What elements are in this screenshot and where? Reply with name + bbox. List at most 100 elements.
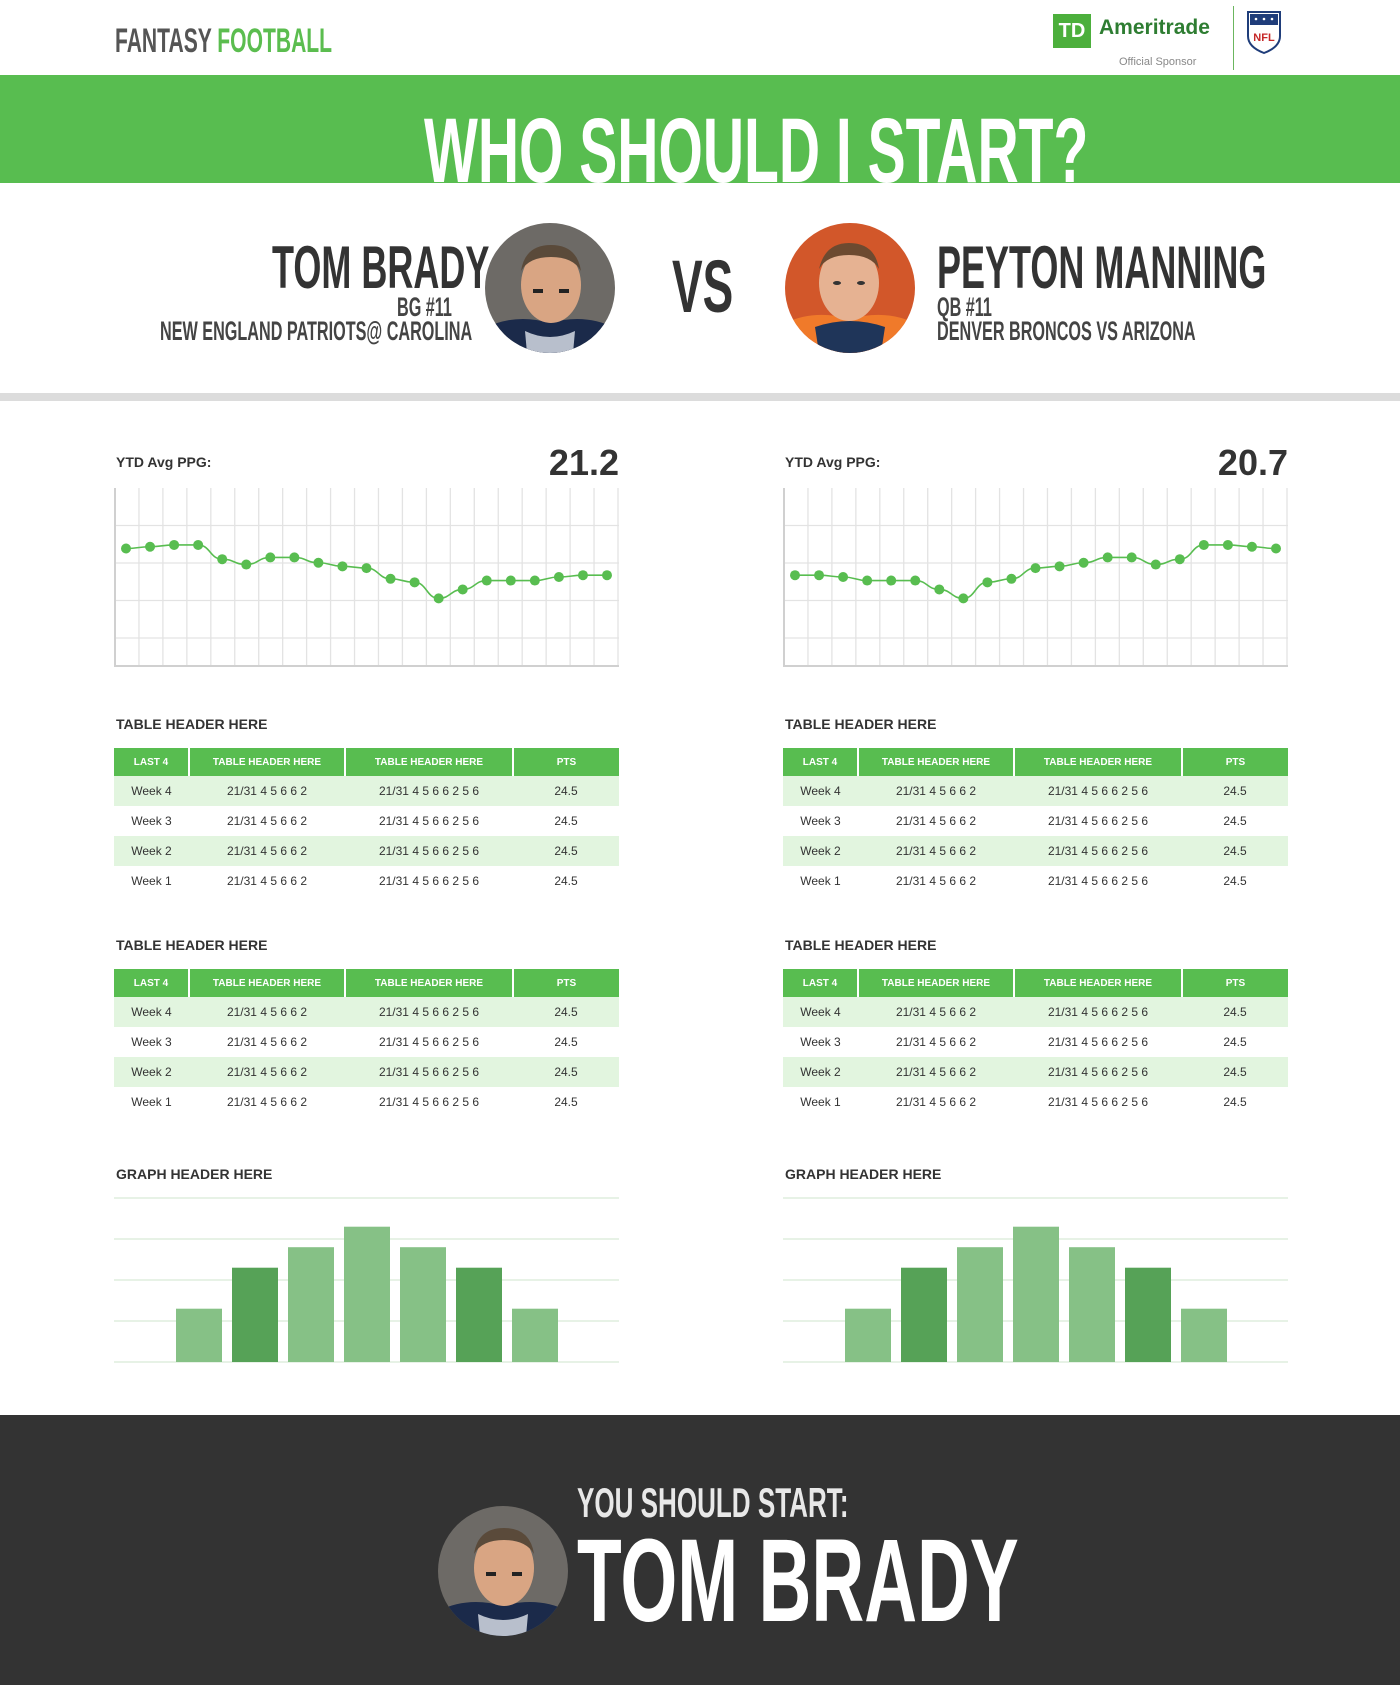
table-cell: Week 1 xyxy=(800,874,841,888)
data-point xyxy=(1174,554,1185,565)
table-row: Week 3 21/31 4 5 6 6 2 21/31 4 5 6 6 2 5 6… xyxy=(783,1027,1288,1057)
player1-bar-chart xyxy=(114,1197,619,1363)
column-header: PTS xyxy=(513,969,619,997)
table-cell: 24.5 xyxy=(513,1057,619,1087)
table-cell: 21/31 4 5 6 6 2 5 6 xyxy=(345,776,513,806)
table-cell: 21/31 4 5 6 6 2 xyxy=(189,776,345,806)
table-cell: 24.5 xyxy=(1182,997,1288,1027)
section-divider xyxy=(0,393,1400,401)
table-cell: 21/31 4 5 6 6 2 5 6 xyxy=(1014,997,1182,1027)
table-cell: Week 4 xyxy=(783,776,858,806)
data-point xyxy=(121,543,131,554)
fantasy-football-logo[interactable]: FANTASY FOOTBALL xyxy=(115,22,332,61)
ytd-label: YTD Avg PPG: xyxy=(116,454,212,470)
data-point xyxy=(886,575,897,586)
data-point xyxy=(838,572,849,582)
data-point xyxy=(862,575,873,586)
player1-avatar[interactable] xyxy=(485,223,615,353)
table-cell: 24.5 xyxy=(554,814,578,828)
data-point xyxy=(457,584,468,595)
column-header: PTS xyxy=(1182,748,1288,776)
recommendation-label: YOU SHOULD START: xyxy=(577,1479,849,1526)
table-cell: 21/31 4 5 6 6 2 5 6 xyxy=(1014,1057,1182,1087)
data-point xyxy=(145,541,156,552)
table-cell: Week 4 xyxy=(114,776,189,806)
graph-title: GRAPH HEADER HERE xyxy=(116,1166,273,1182)
table-row: Week 1 21/31 4 5 6 6 2 21/31 4 5 6 6 2 5 6… xyxy=(114,1087,619,1117)
table2-title: TABLE HEADER HERE xyxy=(116,937,268,953)
table-cell: 21/31 4 5 6 6 2 xyxy=(189,836,345,866)
table-cell: 21/31 4 5 6 6 2 xyxy=(189,1057,345,1087)
table-cell: 21/31 4 5 6 6 2 xyxy=(858,997,1014,1027)
table-cell: 24.5 xyxy=(513,836,619,866)
data-point xyxy=(577,570,588,581)
data-point xyxy=(481,575,492,586)
table-cell: 24.5 xyxy=(554,874,578,888)
data-point xyxy=(910,575,921,586)
recommended-player-avatar[interactable] xyxy=(438,1506,568,1636)
recommended-player-name: TOM BRADY xyxy=(577,1515,1019,1647)
column-header: TABLE HEADER HERE xyxy=(858,969,1015,997)
data-point xyxy=(337,561,348,572)
table-row: Week 2 21/31 4 5 6 6 2 21/31 4 5 6 6 2 5 6… xyxy=(783,836,1288,866)
data-point xyxy=(313,557,324,568)
player2-avatar[interactable] xyxy=(785,223,915,353)
table-cell: 21/31 4 5 6 6 2 xyxy=(858,776,1014,806)
player2-table2: LAST 4 TABLE HEADER HERE TABLE HEADER HE… xyxy=(783,969,1288,1117)
column-header: PTS xyxy=(1182,969,1288,997)
player1-game: NEW ENGLAND PATRIOTS@ CAROLINA xyxy=(160,316,473,346)
ytd-value: 21.2 xyxy=(548,442,619,483)
player1-name: TOM BRADY xyxy=(272,234,490,301)
table-cell: 21/31 4 5 6 6 2 xyxy=(226,874,308,888)
table-row: Week 4 21/31 4 5 6 6 2 21/31 4 5 6 6 2 5 6… xyxy=(114,997,619,1027)
title-banner: WHO SHOULD I START? xyxy=(0,75,1400,183)
column-header: TABLE HEADER HERE xyxy=(189,969,346,997)
data-point xyxy=(217,554,228,565)
table-cell: Week 2 xyxy=(114,836,189,866)
data-point xyxy=(1102,552,1113,563)
bar xyxy=(1013,1226,1059,1362)
table-cell: 24.5 xyxy=(1182,1057,1288,1087)
table-cell: 24.5 xyxy=(554,1035,578,1049)
table-row: Week 3 21/31 4 5 6 6 2 21/31 4 5 6 6 2 5 6… xyxy=(114,1027,619,1057)
data-point xyxy=(1126,552,1137,563)
bar xyxy=(901,1267,947,1362)
table-row: Week 3 21/31 4 5 6 6 2 21/31 4 5 6 6 2 5 6… xyxy=(783,806,1288,836)
data-point xyxy=(1150,559,1161,570)
column-header: LAST 4 xyxy=(783,748,859,776)
player2-photo-icon xyxy=(785,223,915,353)
column-header: TABLE HEADER HERE xyxy=(345,969,514,997)
table-cell: 24.5 xyxy=(1223,814,1247,828)
data-point xyxy=(790,570,800,581)
data-point xyxy=(529,575,540,586)
column-header: TABLE HEADER HERE xyxy=(858,748,1015,776)
table-row: Week 2 21/31 4 5 6 6 2 21/31 4 5 6 6 2 5 6… xyxy=(114,1057,619,1087)
table-cell: 21/31 4 5 6 6 2 5 6 xyxy=(378,1035,480,1049)
table-cell: 21/31 4 5 6 6 2 xyxy=(895,1035,977,1049)
player1-table1: LAST 4 TABLE HEADER HERE TABLE HEADER HE… xyxy=(114,748,619,896)
table-cell: Week 3 xyxy=(131,1035,172,1049)
sponsor-divider xyxy=(1233,6,1234,70)
bar xyxy=(176,1308,222,1362)
data-point xyxy=(1222,539,1233,550)
table-cell: 21/31 4 5 6 6 2 xyxy=(895,1095,977,1109)
data-point xyxy=(1198,539,1209,550)
data-point xyxy=(505,575,516,586)
player1-photo-icon xyxy=(485,223,615,353)
table-row: Week 2 21/31 4 5 6 6 2 21/31 4 5 6 6 2 5 6… xyxy=(783,1057,1288,1087)
table-cell: Week 3 xyxy=(800,814,841,828)
table-cell: Week 2 xyxy=(114,1057,189,1087)
bar xyxy=(845,1308,891,1362)
logo-word-fantasy: FANTASY xyxy=(115,22,212,60)
top-bar: FANTASY FOOTBALL TD Ameritrade Official … xyxy=(0,0,1400,75)
table-cell: 21/31 4 5 6 6 2 5 6 xyxy=(378,874,480,888)
page-title: WHO SHOULD I START? xyxy=(424,100,1089,183)
table-row: Week 3 21/31 4 5 6 6 2 21/31 4 5 6 6 2 5 6… xyxy=(114,806,619,836)
table-cell: 24.5 xyxy=(1223,874,1247,888)
table-cell: 21/31 4 5 6 6 2 5 6 xyxy=(378,1095,480,1109)
table-cell: Week 1 xyxy=(131,874,172,888)
data-point xyxy=(814,570,825,581)
sponsor-brand: Ameritrade xyxy=(1099,16,1210,39)
table-cell: 24.5 xyxy=(513,997,619,1027)
column-header: TABLE HEADER HERE xyxy=(1014,969,1183,997)
